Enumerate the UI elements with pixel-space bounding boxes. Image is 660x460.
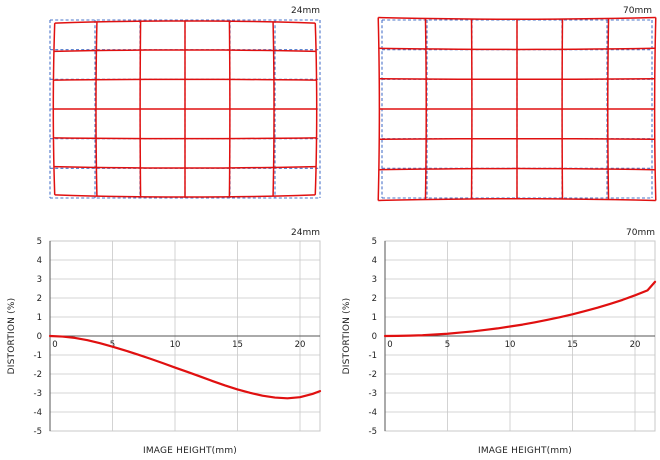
distorted-grid-hline [53,78,317,81]
plot-title-70mm: 70mm [626,228,655,238]
y-tick-label: 5 [37,237,42,247]
y-tick-label: 1 [37,313,42,323]
y-tick-label: 0 [37,332,42,342]
y-tick-label: -4 [369,408,377,418]
distortion-series-line [383,280,657,338]
distorted-grid-hline [378,16,656,21]
distorted-grid-vline [377,17,381,201]
distorted-grid-hline [379,77,655,81]
y-tick-label: -4 [34,408,42,418]
distorted-grid-hline [54,194,316,198]
x-axis-label-70mm: IMAGE HEIGHT(mm) [478,446,572,456]
y-tick-label: 1 [372,313,377,323]
grid-title-70mm: 70mm [623,6,652,16]
x-tick-label: 0 [387,340,392,350]
distorted-grid-hline [379,137,655,141]
y-tick-label: 4 [372,256,377,266]
x-tick-label: 0 [52,340,57,350]
y-tick-label: 3 [372,275,377,285]
grid-panel-70mm: 70mm [377,6,657,202]
distortion-series-line [48,334,322,400]
y-tick-label: -3 [34,389,42,399]
distorted-grid-hline [54,20,316,24]
y-tick-label: 0 [372,332,377,342]
y-tick-label: -5 [369,427,377,437]
y-tick-label: -2 [34,370,42,380]
x-tick-label: 15 [232,340,243,350]
distorted-grid-hline [378,167,656,171]
x-tick-label: 10 [170,340,181,350]
y-tick-label: 3 [37,275,42,285]
grid-title-24mm: 24mm [291,6,320,16]
distorted-grid-hline [53,165,317,169]
distorted-grid-hline [53,137,317,140]
grid-panel-24mm: 24mm [49,6,321,199]
y-tick-label: -1 [34,351,42,361]
y-axis-label-70mm: DISTORTION (%) [342,298,352,375]
y-tick-label: 2 [372,294,377,304]
y-tick-label: -1 [369,351,377,361]
x-tick-label: 15 [567,340,578,350]
y-tick-label: -3 [369,389,377,399]
x-tick-label: 10 [505,340,516,350]
distortion-plot-24mm: IMAGE HEIGHT(mm) DISTORTION (%) 543210-1… [7,228,322,456]
distorted-grid-hline [53,49,317,53]
y-tick-label: 4 [37,256,42,266]
y-axis-label-24mm: DISTORTION (%) [7,298,17,375]
y-tick-label: 2 [37,294,42,304]
x-tick-label: 5 [445,340,450,350]
x-tick-label: 20 [295,340,306,350]
x-tick-label: 20 [630,340,641,350]
distorted-grid-hline [378,197,656,202]
y-tick-label: 5 [372,237,377,247]
distortion-plot-70mm: IMAGE HEIGHT(mm) DISTORTION (%) 543210-1… [342,228,657,456]
x-tick-label: 5 [110,340,115,350]
y-tick-label: -5 [34,427,42,437]
y-tick-label: -2 [369,370,377,380]
plot-title-24mm: 24mm [291,228,320,238]
x-axis-label-24mm: IMAGE HEIGHT(mm) [143,446,237,456]
distorted-grid-hline [378,47,656,51]
distorted-grid-vline [653,17,657,201]
